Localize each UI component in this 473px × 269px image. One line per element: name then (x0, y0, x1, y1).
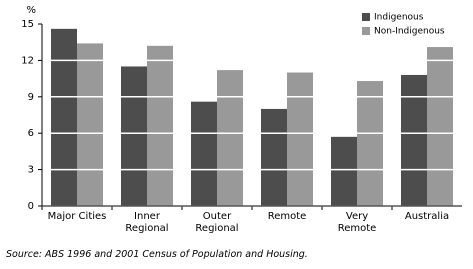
legend-swatch (362, 13, 370, 21)
x-tick-label: Major Cities (47, 211, 107, 222)
y-tick-label: 3 (28, 165, 34, 176)
y-tick-label: 12 (21, 55, 34, 66)
bar (331, 136, 357, 206)
x-tick-label: Very Remote (337, 211, 377, 234)
x-tick-label: Remote (267, 211, 307, 222)
y-tick-label: 0 (28, 201, 34, 212)
bar (121, 66, 147, 206)
bar (51, 28, 77, 206)
x-tick-label: Australia (404, 211, 450, 222)
bar (401, 74, 427, 207)
legend-label: Indigenous (374, 13, 424, 23)
bar (77, 43, 103, 207)
y-tick-label: 9 (28, 92, 34, 103)
x-tick-label: Outer Regional (195, 211, 239, 234)
bar (217, 70, 243, 207)
y-tick-label: 6 (28, 128, 34, 139)
bar (287, 72, 313, 207)
bar (261, 108, 287, 206)
x-tick-label: Inner Regional (125, 211, 169, 234)
source-note: Source: ABS 1996 and 2001 Census of Popu… (6, 249, 308, 260)
bar (191, 101, 217, 206)
legend-label: Non-Indigenous (374, 27, 445, 37)
bar (427, 47, 453, 207)
bar (357, 81, 383, 206)
bar (147, 45, 173, 207)
legend-swatch (362, 27, 370, 35)
y-unit: % (26, 5, 36, 16)
y-tick-label: 15 (21, 19, 34, 30)
